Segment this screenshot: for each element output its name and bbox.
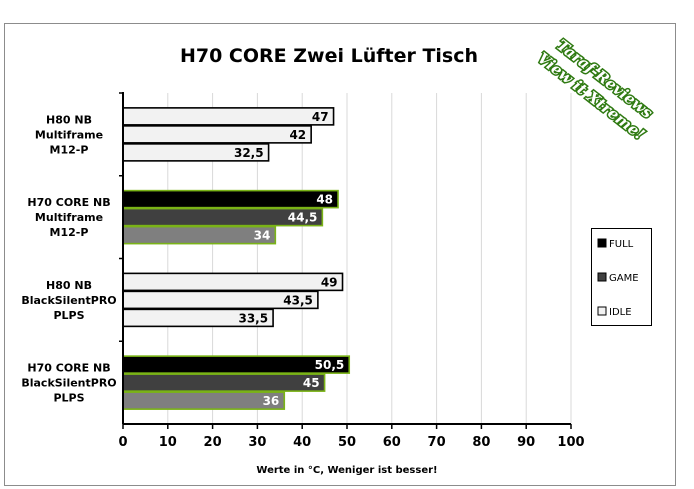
legend-swatch <box>597 272 607 282</box>
bar <box>122 125 312 144</box>
x-tick-label: 90 <box>517 435 535 450</box>
category-label: Multiframe <box>35 128 103 141</box>
axes <box>119 92 572 429</box>
chart-title: H70 CORE Zwei Lüfter Tisch <box>180 45 478 67</box>
category-label: PLPS <box>53 392 84 405</box>
chart-border <box>4 23 676 486</box>
bar <box>122 189 339 209</box>
x-tick-label: 0 <box>118 435 127 450</box>
x-tick-label: 50 <box>338 435 356 450</box>
category-label: M12-P <box>50 143 89 156</box>
legend-label: GAME <box>609 273 639 284</box>
legend-swatch <box>597 238 607 248</box>
x-tick-label: 20 <box>204 435 222 450</box>
data-label: 49 <box>321 275 338 289</box>
data-label: 42 <box>289 128 306 142</box>
x-tick-label: 30 <box>248 435 266 450</box>
category-label: BlackSilentPRO <box>21 294 116 307</box>
x-tick-label: 10 <box>159 435 177 450</box>
legend-label: IDLE <box>609 307 632 318</box>
data-label: 34 <box>254 229 271 243</box>
bar <box>122 391 286 410</box>
category-label: M12-P <box>50 226 89 239</box>
category-label: Multiframe <box>35 211 103 224</box>
bar <box>122 107 335 126</box>
data-label: 36 <box>263 394 280 408</box>
category-label: H80 NB <box>46 113 92 126</box>
category-label: BlackSilentPRO <box>21 377 116 390</box>
bars <box>122 107 351 410</box>
legend-label: FULL <box>609 239 634 250</box>
category-label: H80 NB <box>46 279 92 292</box>
data-label: 43,5 <box>283 293 313 307</box>
category-label: PLPS <box>53 309 84 322</box>
bar <box>122 225 277 245</box>
legend-swatch <box>597 306 607 316</box>
data-label: 50,5 <box>315 358 345 372</box>
legend: FULL GAME IDLE <box>591 228 652 326</box>
x-tick-label: 100 <box>557 435 584 450</box>
bar <box>122 373 326 392</box>
bar <box>122 272 344 292</box>
data-label: 44,5 <box>288 211 318 225</box>
x-tick-label: 60 <box>383 435 401 450</box>
data-label: 33,5 <box>238 311 268 325</box>
data-label: 47 <box>312 110 329 124</box>
data-label: 45 <box>303 376 320 390</box>
labels: 47 42 32,5 H80 NB Multiframe M12-P 48 44,5 34 H70… <box>21 110 584 450</box>
data-label: 48 <box>316 193 333 207</box>
x-tick-label: 40 <box>293 435 311 450</box>
x-axis-label: Werte in °C, Weniger ist besser! <box>256 465 437 476</box>
category-label: H70 CORE NB <box>27 362 110 375</box>
data-label: 32,5 <box>234 146 264 160</box>
x-tick-label: 80 <box>472 435 490 450</box>
x-tick-label: 70 <box>428 435 446 450</box>
category-label: H70 CORE NB <box>27 196 110 209</box>
